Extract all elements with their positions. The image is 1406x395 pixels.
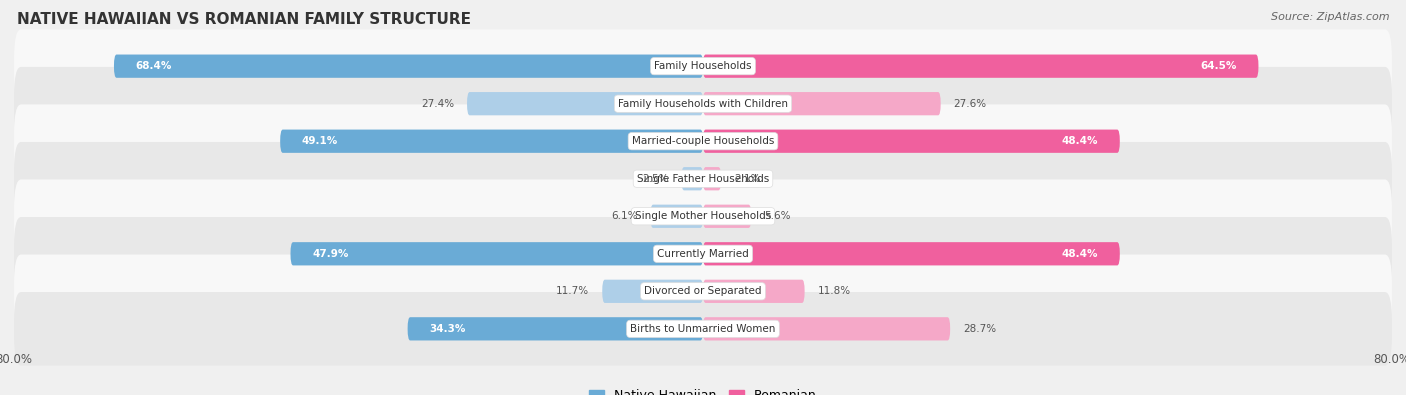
Text: Source: ZipAtlas.com: Source: ZipAtlas.com xyxy=(1271,12,1389,22)
Text: 6.1%: 6.1% xyxy=(612,211,637,221)
FancyBboxPatch shape xyxy=(14,254,1392,328)
FancyBboxPatch shape xyxy=(291,242,703,265)
FancyBboxPatch shape xyxy=(467,92,703,115)
Text: 11.8%: 11.8% xyxy=(817,286,851,296)
FancyBboxPatch shape xyxy=(703,317,950,340)
FancyBboxPatch shape xyxy=(703,280,804,303)
Text: 64.5%: 64.5% xyxy=(1201,61,1237,71)
Text: Single Father Households: Single Father Households xyxy=(637,174,769,184)
FancyBboxPatch shape xyxy=(14,29,1392,103)
FancyBboxPatch shape xyxy=(14,217,1392,291)
FancyBboxPatch shape xyxy=(14,292,1392,366)
Text: Married-couple Households: Married-couple Households xyxy=(631,136,775,146)
Text: 2.1%: 2.1% xyxy=(734,174,761,184)
Text: 49.1%: 49.1% xyxy=(302,136,337,146)
FancyBboxPatch shape xyxy=(602,280,703,303)
Text: NATIVE HAWAIIAN VS ROMANIAN FAMILY STRUCTURE: NATIVE HAWAIIAN VS ROMANIAN FAMILY STRUC… xyxy=(17,12,471,27)
FancyBboxPatch shape xyxy=(703,205,751,228)
FancyBboxPatch shape xyxy=(114,55,703,78)
FancyBboxPatch shape xyxy=(651,205,703,228)
Text: 27.4%: 27.4% xyxy=(420,99,454,109)
Text: 48.4%: 48.4% xyxy=(1062,136,1098,146)
Text: 5.6%: 5.6% xyxy=(763,211,790,221)
Text: 2.5%: 2.5% xyxy=(643,174,669,184)
Legend: Native Hawaiian, Romanian: Native Hawaiian, Romanian xyxy=(583,384,823,395)
Text: Births to Unmarried Women: Births to Unmarried Women xyxy=(630,324,776,334)
FancyBboxPatch shape xyxy=(14,67,1392,141)
Text: Family Households: Family Households xyxy=(654,61,752,71)
FancyBboxPatch shape xyxy=(682,167,703,190)
FancyBboxPatch shape xyxy=(703,242,1119,265)
FancyBboxPatch shape xyxy=(408,317,703,340)
Text: 48.4%: 48.4% xyxy=(1062,249,1098,259)
Text: Divorced or Separated: Divorced or Separated xyxy=(644,286,762,296)
FancyBboxPatch shape xyxy=(703,167,721,190)
Text: Currently Married: Currently Married xyxy=(657,249,749,259)
Text: 68.4%: 68.4% xyxy=(135,61,172,71)
Text: 11.7%: 11.7% xyxy=(557,286,589,296)
Text: 34.3%: 34.3% xyxy=(429,324,465,334)
Text: 27.6%: 27.6% xyxy=(953,99,987,109)
Text: 47.9%: 47.9% xyxy=(312,249,349,259)
FancyBboxPatch shape xyxy=(703,92,941,115)
Text: 28.7%: 28.7% xyxy=(963,324,997,334)
FancyBboxPatch shape xyxy=(703,130,1119,153)
FancyBboxPatch shape xyxy=(280,130,703,153)
FancyBboxPatch shape xyxy=(703,55,1258,78)
Text: Single Mother Households: Single Mother Households xyxy=(636,211,770,221)
FancyBboxPatch shape xyxy=(14,142,1392,216)
Text: Family Households with Children: Family Households with Children xyxy=(619,99,787,109)
FancyBboxPatch shape xyxy=(14,179,1392,253)
FancyBboxPatch shape xyxy=(14,104,1392,178)
